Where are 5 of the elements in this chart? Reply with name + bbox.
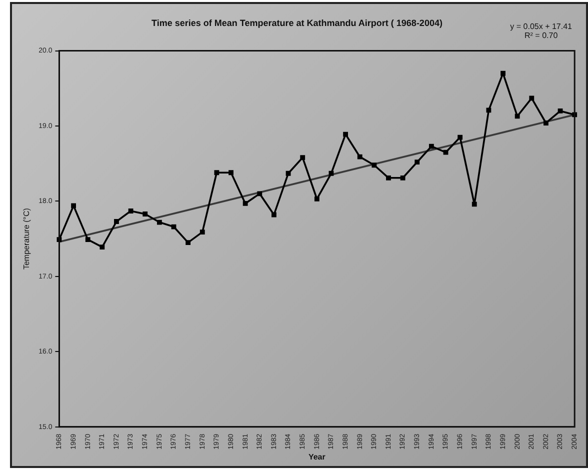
text: R² = 0.70 [524, 31, 559, 40]
y-axis-title: Temperature (°C) [22, 208, 32, 270]
x-axis-title: Year [308, 452, 326, 462]
chart-title: Time series of Mean Temperature at Kathmandu Airport ( 1968-2004) [152, 18, 442, 28]
text: y = 0.05x + 17.41 [510, 22, 572, 31]
